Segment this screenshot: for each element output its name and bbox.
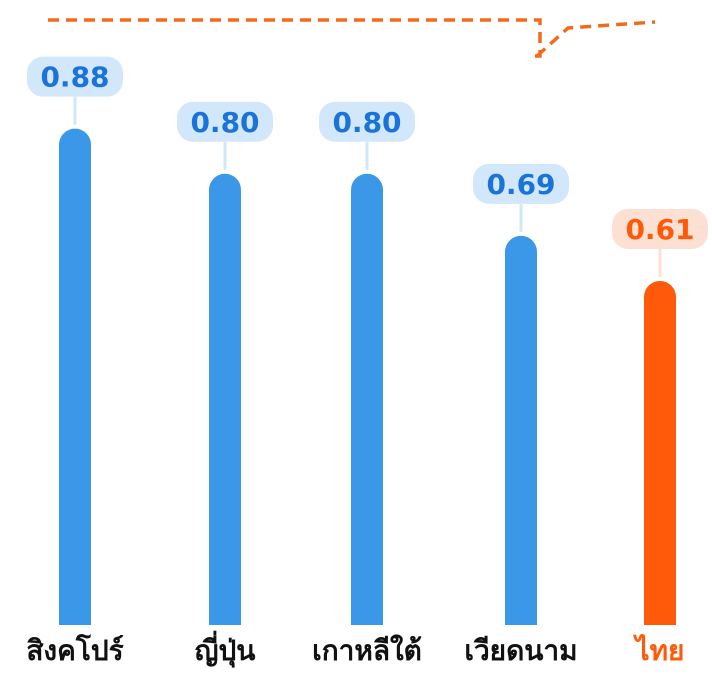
value-label-4: 0.69	[486, 168, 555, 201]
bar-3	[351, 173, 383, 626]
value-label-bg-1	[27, 56, 123, 97]
dashed-reference-line	[48, 18, 656, 58]
category-label-3: เกาหลีใต้	[312, 634, 422, 667]
value-label-3: 0.80	[332, 106, 401, 139]
bar-4	[505, 235, 537, 625]
value-label-bg-3	[319, 101, 415, 142]
category-label-4: เวียดนาม	[464, 634, 577, 667]
bar-2	[209, 173, 241, 626]
category-label-1: สิงคโปร์	[26, 633, 123, 667]
bar-5	[644, 280, 676, 625]
value-label-2: 0.80	[190, 106, 259, 139]
value-label-bg-5	[612, 208, 708, 249]
value-label-bg-2	[177, 101, 273, 142]
value-label-1: 0.88	[40, 61, 109, 94]
bar-1	[59, 128, 91, 625]
category-label-5: ไทย	[633, 634, 685, 667]
category-label-2: ญี่ปุ่น	[195, 630, 256, 668]
value-label-bg-4	[473, 163, 569, 204]
value-label-5: 0.61	[625, 213, 694, 246]
